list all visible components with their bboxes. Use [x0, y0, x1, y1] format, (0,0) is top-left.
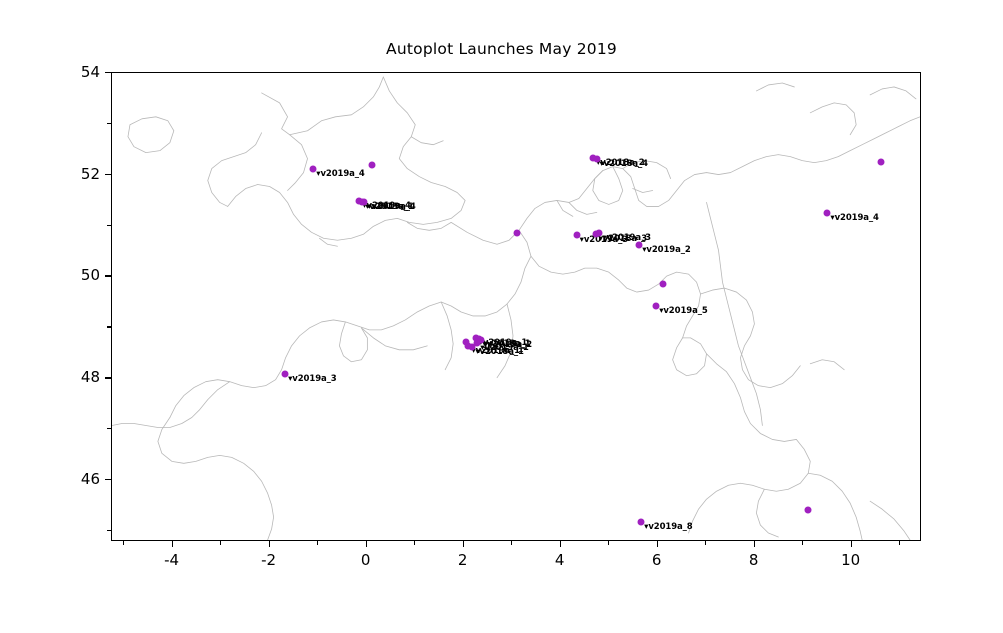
y-axis-minor-tick	[107, 326, 111, 328]
x-axis-tick	[268, 541, 270, 547]
x-axis-minor-tick	[123, 541, 125, 545]
x-axis-tick-label: 2	[457, 551, 468, 569]
scatter-point	[477, 336, 485, 344]
point-label: ▾v2019a_1	[365, 201, 414, 212]
point-label: ▾v2018a_2	[596, 158, 645, 169]
x-axis-minor-tick	[414, 541, 416, 545]
x-axis-tick-label: 6	[651, 551, 662, 569]
x-axis-tick	[365, 541, 367, 547]
point-label: ▾v2018a_1	[475, 346, 524, 357]
x-axis-tick-label: -4	[164, 551, 180, 569]
point-label: ▾v2019a_4	[316, 168, 365, 179]
y-axis-tick	[105, 173, 111, 176]
x-axis-tick	[656, 541, 658, 547]
x-axis-minor-tick	[220, 541, 222, 545]
x-axis-tick-label: 0	[360, 551, 371, 569]
point-label: ▾v2019a_3	[602, 233, 651, 244]
y-axis-tick	[105, 72, 111, 74]
point-label: ▾v2018a_1	[482, 338, 531, 349]
scatter-point	[592, 230, 600, 238]
y-axis-tick-label: 48	[80, 368, 100, 387]
x-axis-minor-tick	[317, 541, 319, 545]
x-axis-tick	[171, 541, 173, 547]
point-label: ▾v2018a_3	[598, 234, 648, 245]
scatter-point	[635, 241, 643, 249]
point-label: ▾v2019a_5	[659, 305, 708, 316]
basemap-outlines	[112, 73, 920, 540]
scatter-point	[823, 209, 831, 217]
page-title: Autoplot Launches May 2019	[386, 40, 617, 58]
point-label: ▾v2019a_3	[288, 374, 337, 385]
point-label: ▾v2019a_2	[483, 339, 533, 350]
x-axis-tick-label: 4	[554, 551, 565, 569]
y-axis-tick-label: 54	[80, 63, 100, 81]
x-axis-tick-label: 10	[841, 551, 861, 569]
scatter-point	[659, 280, 667, 288]
x-axis-tick	[753, 541, 755, 547]
y-axis-tick-label: 52	[80, 164, 100, 183]
y-axis-tick-label: 50	[80, 266, 100, 285]
scatter-point	[473, 339, 481, 347]
y-axis-minor-tick	[107, 428, 111, 430]
x-axis-tick-label: 8	[748, 551, 759, 569]
scatter-point	[464, 342, 472, 350]
scatter-point	[360, 198, 368, 206]
plot-area: ▾v2019a_4 ▾v2019a_4 ▾v2019a_1 ▾v2019a_4 ▾v20…	[111, 72, 921, 541]
x-axis-tick-label: -2	[261, 551, 277, 569]
scatter-point	[468, 343, 476, 351]
y-axis-minor-tick	[107, 529, 111, 532]
y-axis-minor-tick	[107, 122, 111, 125]
point-label: ▾v2019a_2	[642, 244, 691, 255]
scatter-point	[637, 518, 645, 526]
scatter-point	[368, 161, 376, 169]
point-label: ▾v2019a_1	[471, 346, 520, 357]
x-axis-minor-tick	[511, 541, 513, 545]
scatter-point	[309, 165, 317, 173]
scatter-point	[595, 229, 603, 237]
point-label: ▾v2019a_4	[367, 202, 416, 213]
scatter-point	[462, 338, 470, 346]
x-axis-tick	[559, 541, 561, 547]
point-label: ▾v2019a_1	[480, 342, 529, 353]
scatter-point	[652, 302, 660, 310]
x-axis-minor-tick	[802, 541, 804, 545]
x-axis-tick	[850, 541, 852, 547]
point-label: ▾v2019a_4	[362, 201, 411, 212]
point-label: ▾v2018a_4	[599, 158, 649, 169]
y-axis-tick-label: 46	[80, 469, 100, 488]
scatter-point	[573, 231, 581, 239]
point-label: ▾v2019a_4	[830, 212, 879, 223]
point-label: ▾v2019a_1	[478, 337, 528, 348]
x-axis-minor-tick	[705, 541, 707, 545]
point-label: ▾v2019a_8	[644, 521, 693, 532]
x-axis-minor-tick	[899, 541, 901, 545]
y-axis-tick	[105, 275, 111, 277]
x-axis-minor-tick	[608, 541, 610, 545]
scatter-point	[513, 229, 521, 237]
scatter-point	[593, 155, 601, 163]
scatter-point	[281, 370, 289, 378]
point-label: ▾v2019a_3	[579, 234, 629, 245]
scatter-point	[804, 506, 812, 514]
y-axis-tick	[105, 478, 111, 481]
y-axis-tick	[105, 377, 111, 379]
scatter-point	[877, 158, 885, 166]
scatter-points-layer: ▾v2019a_4 ▾v2019a_4 ▾v2019a_1 ▾v2019a_4 ▾v20…	[112, 73, 920, 540]
x-axis-tick	[462, 541, 464, 547]
y-axis-minor-tick	[107, 224, 111, 226]
